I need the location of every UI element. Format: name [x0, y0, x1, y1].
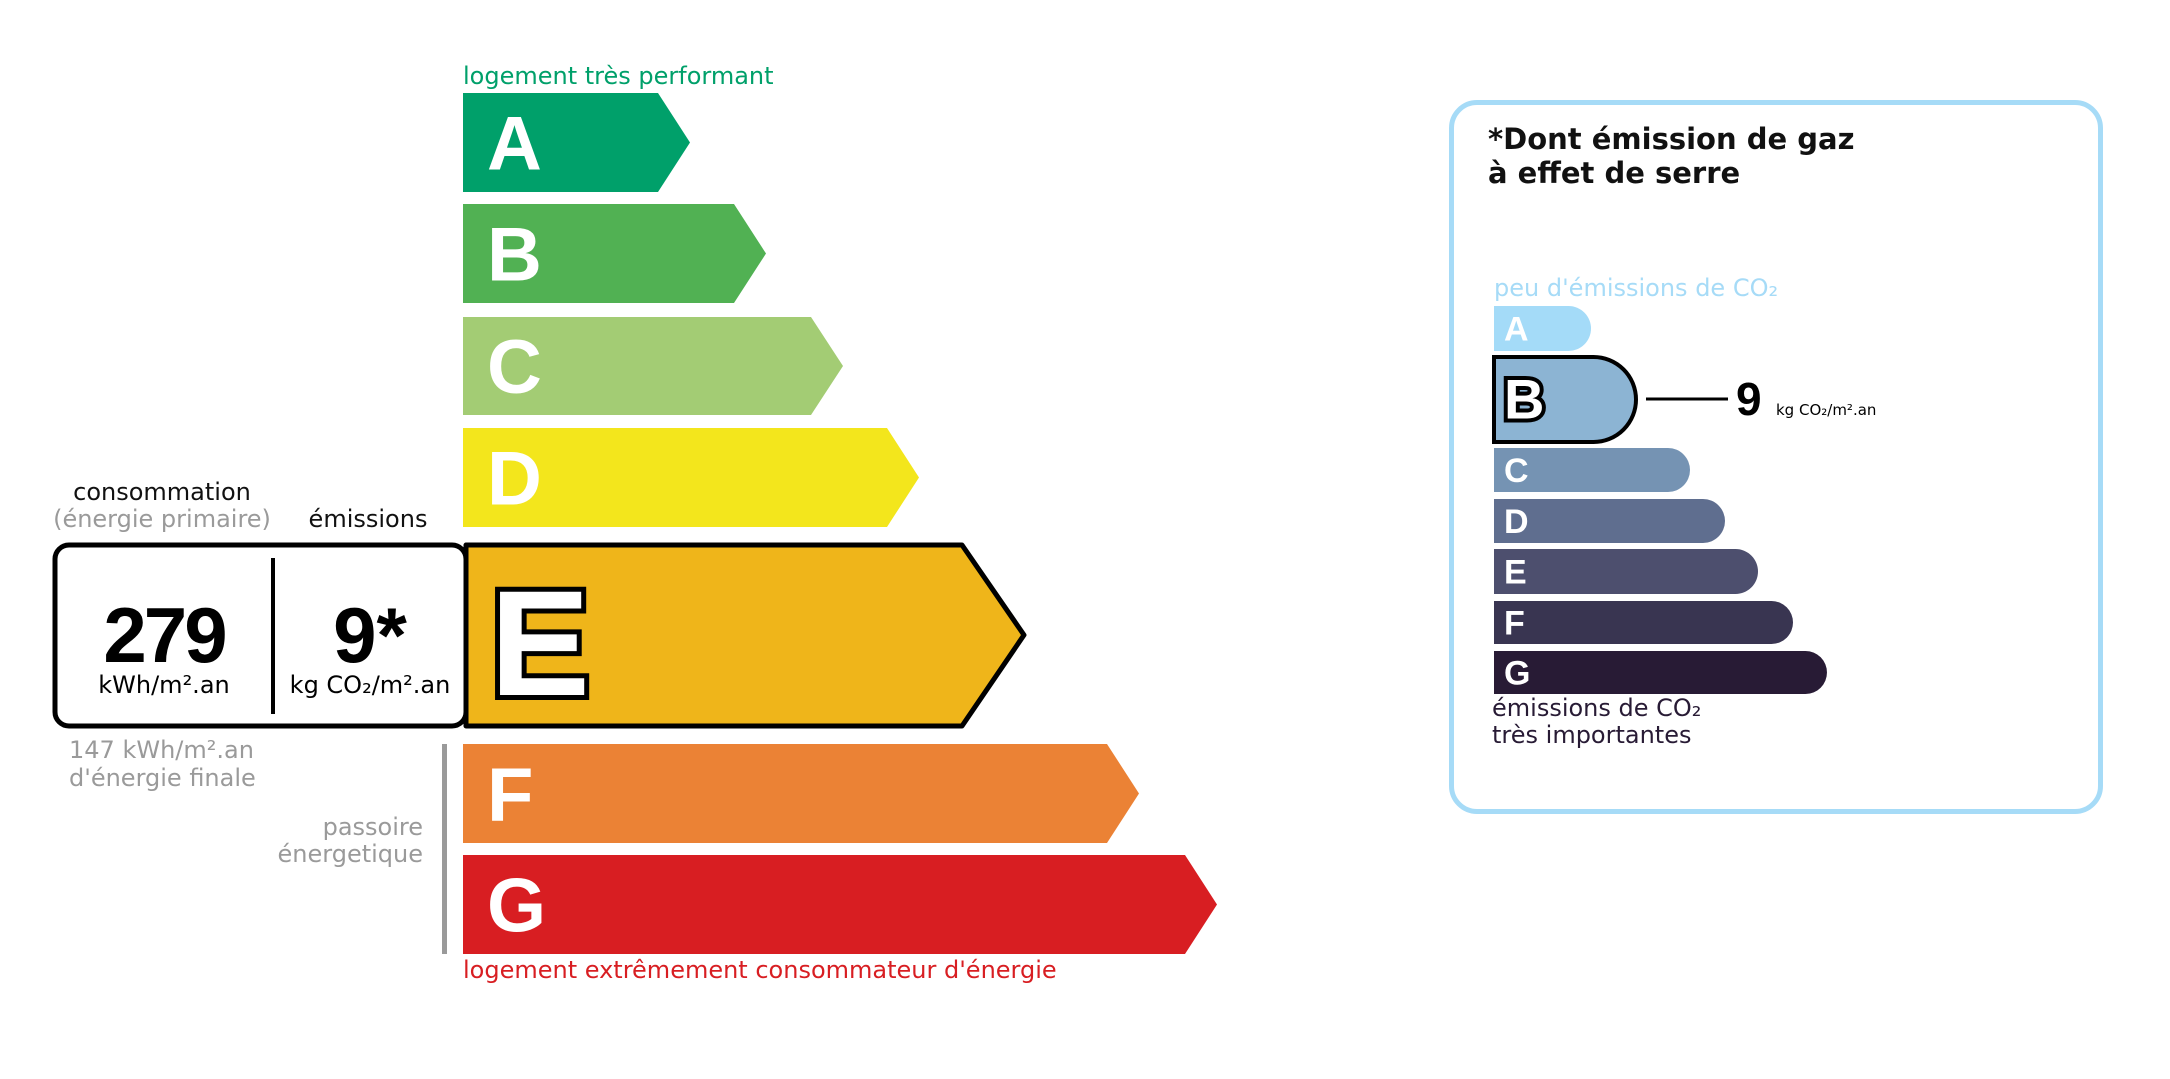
emissions-unit: kg CO₂/m².an	[289, 671, 451, 699]
ges-class-a-letter: A	[1504, 311, 1529, 349]
energy-class-b-letter: B	[487, 213, 542, 298]
energy-class-c-bar	[463, 317, 843, 415]
ges-class-b-bar	[1492, 355, 1638, 444]
ges-title: *Dont émission de gaz à effet de serre	[1488, 122, 1854, 190]
ges-bottom-label-2: très importantes	[1492, 721, 1692, 749]
energy-class-a-bar	[463, 93, 690, 192]
ges-class-e-bar	[1494, 549, 1759, 594]
final-energy-value: 147 kWh/m².an	[69, 736, 254, 764]
energy-bottom-label: logement extrêmement consommateur d'éner…	[463, 956, 1057, 984]
ges-panel	[1449, 100, 2103, 814]
emissions-label: émissions	[308, 505, 428, 533]
ges-class-g-letter: G	[1504, 655, 1530, 693]
passoire-label-2: énergetique	[277, 840, 423, 868]
final-energy-label: d'énergie finale	[69, 764, 256, 792]
ges-class-b-letter: B	[1504, 368, 1544, 431]
ges-title-line2: à effet de serre	[1488, 156, 1741, 190]
energy-class-d-letter: D	[487, 437, 542, 522]
ges-bottom-label: émissions de CO₂ très importantes	[1492, 695, 1701, 749]
energy-class-b-bar	[463, 204, 766, 303]
ges-class-d-letter: D	[1504, 503, 1529, 541]
ges-class-c-bar	[1494, 448, 1690, 492]
energy-class-e-bar	[463, 542, 1027, 729]
energy-class-e-letter: E	[490, 559, 590, 727]
ges-class-f-letter: F	[1504, 605, 1525, 643]
consumption-sublabel: (énergie primaire)	[53, 505, 271, 533]
energy-class-f-bar	[463, 744, 1139, 843]
consumption-value: 279	[103, 591, 227, 679]
energy-class-a-letter: A	[487, 102, 542, 187]
ges-class-g-bar	[1494, 651, 1827, 694]
energy-class-g-bar	[463, 855, 1217, 954]
ges-class-f-bar	[1494, 601, 1793, 644]
energy-class-c-letter: C	[487, 325, 542, 410]
energy-class-f-letter: F	[487, 753, 533, 838]
passoire-bar	[442, 744, 447, 954]
ges-value: 9	[1736, 373, 1762, 425]
energy-class-d-bar	[463, 428, 919, 527]
ges-class-c-letter: C	[1504, 452, 1529, 490]
ges-title-line1: *Dont émission de gaz	[1488, 122, 1855, 156]
ges-class-d-bar	[1494, 499, 1725, 543]
emissions-value: 9*	[333, 591, 407, 679]
energy-top-label: logement très performant	[463, 62, 774, 90]
ges-bottom-label-1: émissions de CO₂	[1492, 694, 1702, 722]
ges-class-e-letter: E	[1504, 554, 1527, 592]
ges-top-label: peu d'émissions de CO₂	[1494, 274, 1779, 302]
consumption-label: consommation	[73, 478, 251, 506]
passoire-label-1: passoire	[322, 813, 423, 841]
ges-unit: kg CO₂/m².an	[1776, 401, 1877, 419]
energy-class-g-letter: G	[487, 864, 546, 949]
ges-class-a-bar	[1494, 306, 1591, 351]
consumption-unit: kWh/m².an	[98, 671, 230, 699]
